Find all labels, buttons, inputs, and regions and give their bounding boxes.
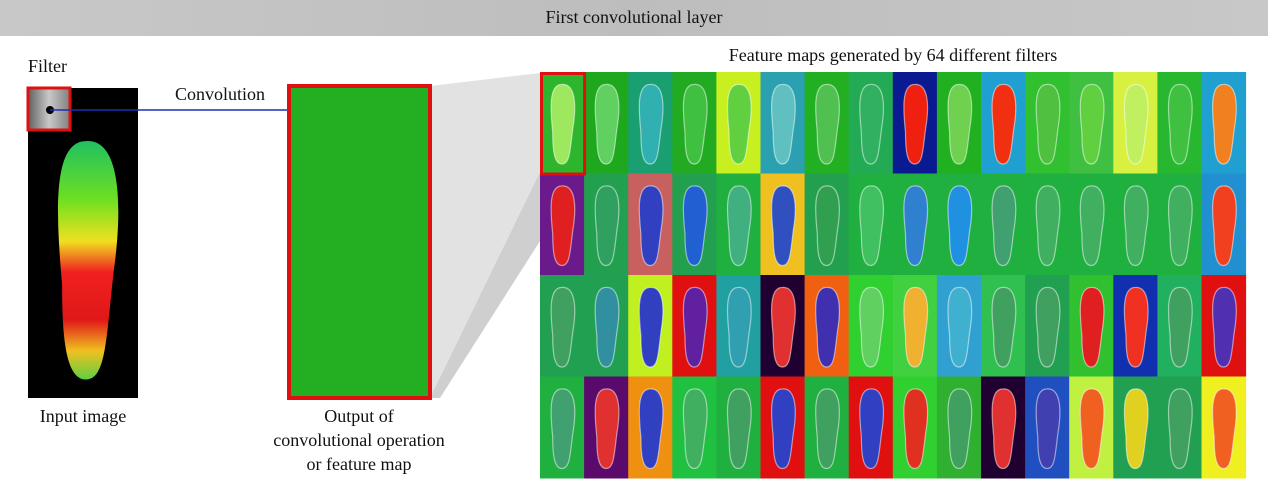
feature-grid	[540, 72, 1246, 479]
page: First convolutional layer Filter Convolu…	[0, 0, 1268, 479]
grid-title: Feature maps generated by 64 different f…	[729, 45, 1058, 65]
diagram: First convolutional layer Filter Convolu…	[0, 0, 1268, 479]
banner-title: First convolutional layer	[546, 7, 723, 27]
filter-label: Filter	[28, 56, 67, 76]
feature-map-caption: Output of	[324, 406, 394, 426]
feature-map	[289, 86, 430, 398]
input-caption: Input image	[40, 406, 126, 426]
convolution-label: Convolution	[175, 84, 265, 104]
feature-map-caption: convolutional operation	[273, 430, 444, 450]
feature-map-caption: or feature map	[307, 454, 412, 474]
